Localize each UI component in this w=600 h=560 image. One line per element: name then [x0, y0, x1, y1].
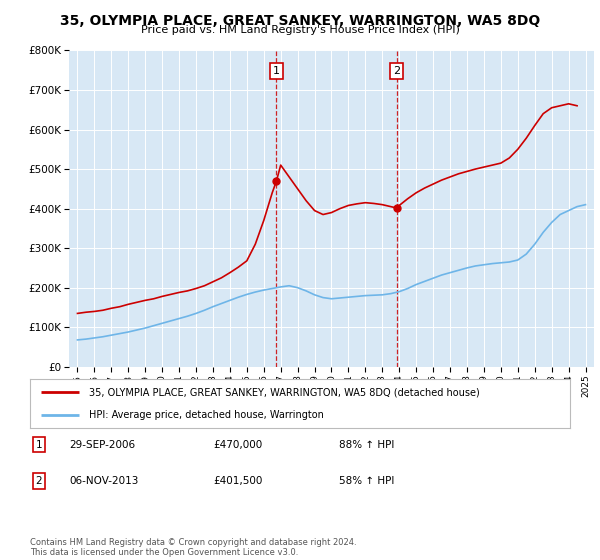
Text: £470,000: £470,000: [213, 440, 262, 450]
Text: 88% ↑ HPI: 88% ↑ HPI: [339, 440, 394, 450]
Text: 1: 1: [35, 440, 43, 450]
Text: 35, OLYMPIA PLACE, GREAT SANKEY, WARRINGTON, WA5 8DQ (detached house): 35, OLYMPIA PLACE, GREAT SANKEY, WARRING…: [89, 388, 480, 398]
Text: 2: 2: [393, 66, 400, 76]
Text: 35, OLYMPIA PLACE, GREAT SANKEY, WARRINGTON, WA5 8DQ: 35, OLYMPIA PLACE, GREAT SANKEY, WARRING…: [60, 14, 540, 28]
Text: 2: 2: [35, 476, 43, 486]
Text: Contains HM Land Registry data © Crown copyright and database right 2024.
This d: Contains HM Land Registry data © Crown c…: [30, 538, 356, 557]
Text: Price paid vs. HM Land Registry's House Price Index (HPI): Price paid vs. HM Land Registry's House …: [140, 25, 460, 35]
Text: 29-SEP-2006: 29-SEP-2006: [69, 440, 135, 450]
Text: 1: 1: [273, 66, 280, 76]
Text: HPI: Average price, detached house, Warrington: HPI: Average price, detached house, Warr…: [89, 410, 324, 420]
Text: £401,500: £401,500: [213, 476, 262, 486]
Text: 06-NOV-2013: 06-NOV-2013: [69, 476, 139, 486]
Text: 58% ↑ HPI: 58% ↑ HPI: [339, 476, 394, 486]
